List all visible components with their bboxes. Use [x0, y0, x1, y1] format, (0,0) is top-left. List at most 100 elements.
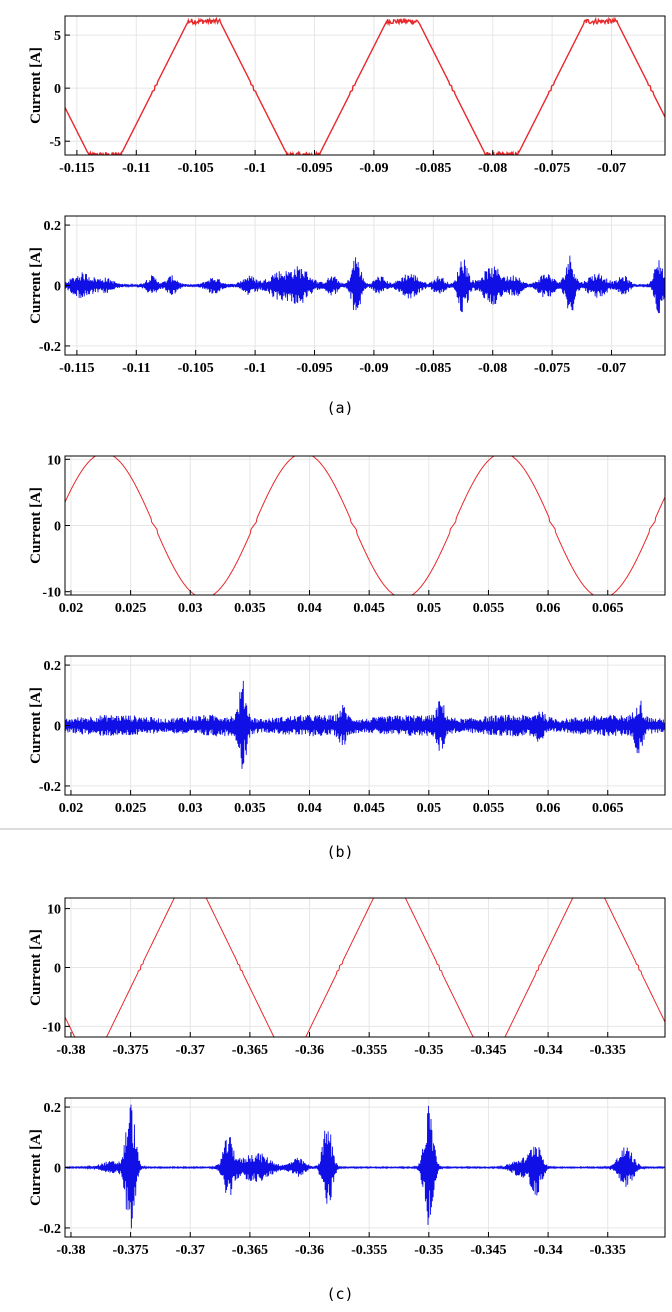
x-tick-label: 0.035	[234, 601, 266, 616]
x-tick-label: -0.085	[415, 161, 451, 176]
series-line-a2	[65, 255, 665, 314]
x-tick-label: -0.37	[176, 1043, 205, 1058]
y-tick-label: -0.2	[39, 1222, 61, 1237]
x-tick-label: -0.08	[478, 361, 507, 376]
x-tick-label: -0.355	[351, 1043, 387, 1058]
x-tick-label: 0.045	[353, 601, 385, 616]
series-line-c2	[65, 1104, 665, 1229]
x-tick-label: -0.365	[232, 1043, 268, 1058]
caption-a: (a)	[326, 399, 353, 417]
y-tick-label: 0.2	[44, 219, 62, 234]
x-tick-label: 0.05	[417, 801, 442, 816]
y-tick-label: 0.2	[44, 659, 62, 674]
x-tick-label: -0.1	[244, 161, 266, 176]
series-line-c1	[65, 898, 665, 1037]
y-axis-label: Current [A]	[28, 1129, 44, 1206]
caption-c: (c)	[326, 1285, 353, 1303]
x-tick-label: 0.055	[473, 601, 505, 616]
x-tick-label: 0.04	[297, 801, 322, 816]
y-axis-label: Current [A]	[28, 487, 44, 564]
x-tick-label: -0.38	[56, 1243, 85, 1258]
series-line-b1	[65, 456, 665, 595]
y-axis-label: Current [A]	[28, 247, 44, 324]
x-tick-label: 0.025	[115, 601, 147, 616]
x-tick-label: -0.07	[597, 361, 626, 376]
chart-a2: -0.115 -0.11 -0.105 -0.1 -0.095 -0.09 -0.085 -0…	[28, 215, 666, 376]
x-tick-label: -0.375	[113, 1243, 149, 1258]
series-line-a1	[65, 16, 665, 155]
x-tick-label: -0.105	[178, 161, 214, 176]
x-tick-label: -0.345	[470, 1243, 506, 1258]
x-tick-label: -0.35	[414, 1043, 443, 1058]
x-tick-label: -0.115	[59, 161, 94, 176]
x-tick-label: 0.03	[178, 601, 203, 616]
x-tick-label: -0.36	[295, 1043, 324, 1058]
x-tick-label: -0.345	[470, 1043, 506, 1058]
y-tick-label: 10	[47, 453, 61, 468]
x-tick-label: -0.075	[534, 361, 570, 376]
x-tick-label: 0.06	[536, 801, 561, 816]
y-tick-label: 0	[54, 82, 61, 97]
x-tick-label: -0.095	[296, 361, 332, 376]
y-tick-label: 0	[54, 962, 61, 977]
x-tick-label: -0.1	[244, 361, 266, 376]
x-tick-label: 0.025	[115, 801, 147, 816]
x-tick-label: 0.03	[178, 801, 203, 816]
x-tick-label: 0.065	[592, 601, 624, 616]
x-tick-label: 0.06	[536, 601, 561, 616]
x-tick-label: 0.045	[353, 801, 385, 816]
x-tick-label: -0.335	[590, 1043, 626, 1058]
x-tick-label: -0.115	[59, 361, 94, 376]
x-tick-label: -0.34	[534, 1043, 563, 1058]
y-tick-label: -0.2	[39, 340, 61, 355]
x-tick-label: -0.335	[590, 1243, 626, 1258]
x-tick-label: 0.05	[417, 601, 442, 616]
x-tick-label: -0.105	[178, 361, 214, 376]
y-tick-label: 10	[47, 903, 61, 918]
caption-b: (b)	[326, 843, 353, 861]
y-tick-label: 5	[54, 29, 61, 44]
x-tick-label: -0.075	[534, 161, 570, 176]
chart-c2: -0.38 -0.375 -0.37 -0.365 -0.36 -0.355 -0.35 -0…	[28, 1097, 666, 1258]
y-tick-label: 0	[54, 720, 61, 735]
y-axis-label: Current [A]	[28, 687, 44, 764]
x-tick-label: -0.37	[176, 1243, 205, 1258]
y-tick-label: 0	[54, 520, 61, 535]
y-tick-label: 0.2	[44, 1101, 62, 1116]
x-tick-label: 0.02	[59, 801, 84, 816]
x-tick-label: -0.365	[232, 1243, 268, 1258]
x-tick-label: -0.09	[359, 361, 388, 376]
y-tick-label: 0	[54, 280, 61, 295]
x-tick-label: -0.11	[122, 361, 150, 376]
x-tick-label: 0.055	[473, 801, 505, 816]
x-tick-label: -0.355	[351, 1243, 387, 1258]
x-tick-label: 0.04	[297, 601, 322, 616]
y-tick-label: -10	[42, 586, 61, 601]
x-tick-label: -0.07	[597, 161, 626, 176]
x-tick-label: 0.065	[592, 801, 624, 816]
y-tick-label: -0.2	[39, 780, 61, 795]
plot-frame	[64, 15, 666, 156]
x-tick-label: -0.36	[295, 1243, 324, 1258]
x-tick-label: -0.34	[534, 1243, 563, 1258]
y-tick-label: 0	[54, 1162, 61, 1177]
y-tick-label: -10	[42, 1020, 61, 1035]
y-axis-label: Current [A]	[28, 47, 44, 124]
chart-a1: -0.115 -0.11 -0.105 -0.1 -0.095 -0.09 -0.085 -0…	[28, 15, 666, 176]
y-axis-label: Current [A]	[28, 929, 44, 1006]
chart-b1: 0.02 0.025 0.03 0.035 0.04 0.045 0.05 0.055 0.06…	[28, 453, 666, 616]
x-tick-label: -0.11	[122, 161, 150, 176]
x-tick-label: -0.38	[56, 1043, 85, 1058]
x-tick-label: -0.095	[296, 161, 332, 176]
y-tick-label: -5	[49, 135, 61, 150]
chart-b2: 0.02 0.025 0.03 0.035 0.04 0.045 0.05 0.055 0.06…	[28, 655, 666, 816]
x-tick-label: -0.35	[414, 1243, 443, 1258]
x-tick-label: -0.08	[478, 161, 507, 176]
series-line-b2	[65, 680, 665, 769]
chart-c1: -0.38 -0.375 -0.37 -0.365 -0.36 -0.355 -0.35 -0…	[28, 897, 666, 1058]
x-tick-label: 0.02	[59, 601, 84, 616]
x-tick-label: -0.09	[359, 161, 388, 176]
x-tick-label: -0.375	[113, 1043, 149, 1058]
x-tick-label: 0.035	[234, 801, 266, 816]
